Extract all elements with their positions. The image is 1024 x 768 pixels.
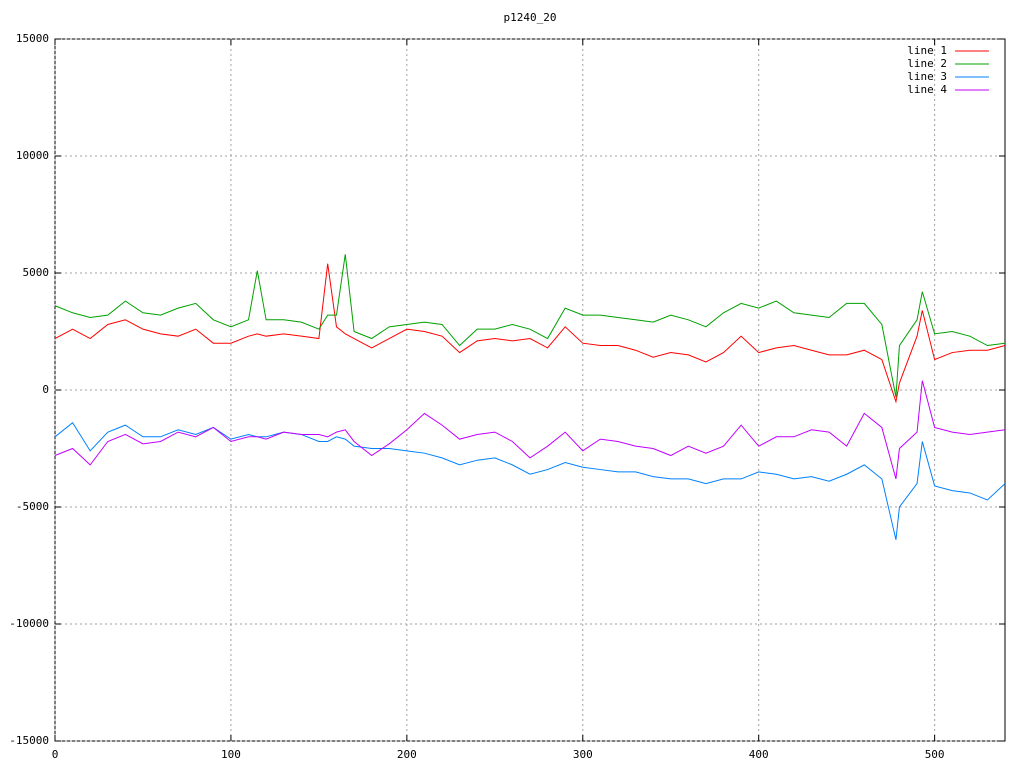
x-tick-label: 0 <box>52 748 59 761</box>
y-tick-label: 5000 <box>23 266 50 279</box>
x-tick-label: 400 <box>749 748 769 761</box>
legend-label: line 2 <box>907 57 947 70</box>
chart-title: p1240_20 <box>504 11 557 24</box>
data-line <box>54 254 1006 398</box>
y-tick-label: -5000 <box>16 500 49 513</box>
x-tick-label: 300 <box>573 748 593 761</box>
legend-label: line 1 <box>907 44 947 57</box>
data-line <box>54 380 1006 480</box>
y-tick-label: 15000 <box>16 32 49 45</box>
x-tick-label: 100 <box>221 748 241 761</box>
x-tick-label: 500 <box>925 748 945 761</box>
y-tick-label: 0 <box>42 383 49 396</box>
x-tick-label: 200 <box>397 748 417 761</box>
data-line <box>54 422 1006 540</box>
data-line <box>54 263 1006 404</box>
y-tick-label: 10000 <box>16 149 49 162</box>
legend-label: line 4 <box>907 83 947 96</box>
y-tick-label: -10000 <box>9 617 49 630</box>
legend-label: line 3 <box>907 70 947 83</box>
y-tick-label: -15000 <box>9 734 49 747</box>
